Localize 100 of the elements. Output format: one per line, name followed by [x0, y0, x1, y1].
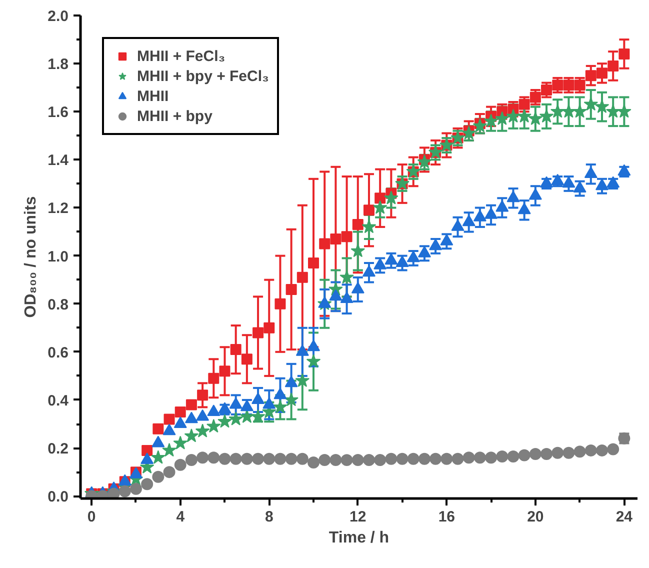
- point: [197, 390, 208, 401]
- point: [352, 219, 364, 230]
- x-tick-label: 12: [350, 508, 366, 526]
- x-tick-label: 24: [616, 508, 634, 526]
- point: [594, 99, 610, 113]
- point: [374, 258, 387, 270]
- point: [540, 448, 553, 460]
- point: [284, 376, 298, 388]
- point: [552, 446, 564, 459]
- point: [118, 485, 131, 498]
- point: [384, 190, 398, 204]
- point: [151, 450, 166, 464]
- y-tick-label: 1.8: [48, 56, 69, 74]
- point: [618, 48, 630, 60]
- point: [474, 452, 486, 464]
- point: [162, 442, 176, 457]
- point: [496, 450, 508, 462]
- point: [351, 282, 364, 294]
- point: [350, 243, 366, 258]
- point: [518, 449, 530, 462]
- point: [184, 428, 199, 442]
- y-tick-label: 0.0: [48, 488, 69, 506]
- point: [596, 68, 608, 79]
- y-tick-label: 1.0: [48, 248, 69, 266]
- point: [130, 482, 142, 495]
- point: [152, 470, 164, 483]
- x-tick-label: 4: [176, 508, 186, 526]
- point: [207, 404, 220, 416]
- point: [174, 416, 187, 428]
- point: [252, 452, 264, 465]
- x-tick-label: 16: [438, 508, 455, 526]
- point: [296, 452, 308, 465]
- point: [362, 265, 376, 277]
- point: [208, 452, 220, 464]
- point: [163, 466, 176, 478]
- point: [340, 292, 354, 304]
- point: [607, 443, 620, 456]
- point: [530, 92, 541, 103]
- point: [608, 60, 619, 72]
- point: [164, 414, 175, 425]
- point: [552, 80, 564, 91]
- point: [528, 111, 543, 125]
- point: [284, 392, 298, 406]
- point: [562, 104, 576, 118]
- point: [196, 409, 210, 421]
- point: [330, 233, 342, 244]
- point: [518, 98, 530, 110]
- point: [596, 444, 608, 456]
- y-tick-label: 0.4: [48, 392, 70, 410]
- point: [152, 423, 164, 434]
- point: [372, 200, 388, 214]
- point: [518, 202, 531, 214]
- x-tick-label: 8: [264, 508, 274, 526]
- point: [529, 448, 542, 460]
- point: [462, 214, 476, 226]
- point: [584, 166, 598, 178]
- point: [252, 327, 264, 338]
- y-tick-label: 1.4: [48, 152, 70, 170]
- point: [362, 454, 375, 466]
- point: [195, 424, 210, 438]
- point: [196, 452, 209, 464]
- x-axis-title: Time / h: [328, 530, 390, 546]
- point: [485, 452, 498, 464]
- point: [318, 296, 332, 308]
- point: [563, 80, 574, 91]
- point: [539, 108, 554, 123]
- legend-label: MHII + bpy + FeCl₃: [137, 67, 269, 85]
- point: [229, 397, 242, 409]
- point: [484, 114, 498, 128]
- point: [141, 478, 154, 490]
- point: [295, 373, 310, 387]
- point: [252, 392, 265, 404]
- point: [208, 372, 220, 384]
- point: [273, 400, 288, 414]
- point: [496, 200, 509, 212]
- point: [285, 452, 298, 465]
- legend-label: MHII + FeCl₃: [137, 47, 226, 65]
- point: [341, 231, 352, 242]
- point: [550, 104, 565, 118]
- point: [162, 424, 176, 436]
- point: [574, 80, 586, 91]
- point: [462, 452, 475, 464]
- point: [186, 399, 197, 410]
- y-tick-label: 1.2: [48, 200, 69, 218]
- point: [240, 452, 253, 465]
- point: [108, 488, 120, 498]
- y-tick-label: 0.8: [48, 296, 69, 314]
- point: [429, 238, 442, 250]
- point: [184, 412, 198, 424]
- point: [274, 452, 286, 465]
- legend-label: MHII + bpy: [137, 107, 212, 125]
- point: [385, 452, 398, 465]
- point: [506, 190, 520, 202]
- point: [517, 108, 532, 123]
- y-tick-label: 2.0: [48, 8, 69, 25]
- y-tick-label: 0.2: [48, 440, 69, 458]
- point: [562, 446, 575, 459]
- point: [308, 258, 320, 269]
- point: [606, 104, 620, 118]
- point: [340, 454, 353, 466]
